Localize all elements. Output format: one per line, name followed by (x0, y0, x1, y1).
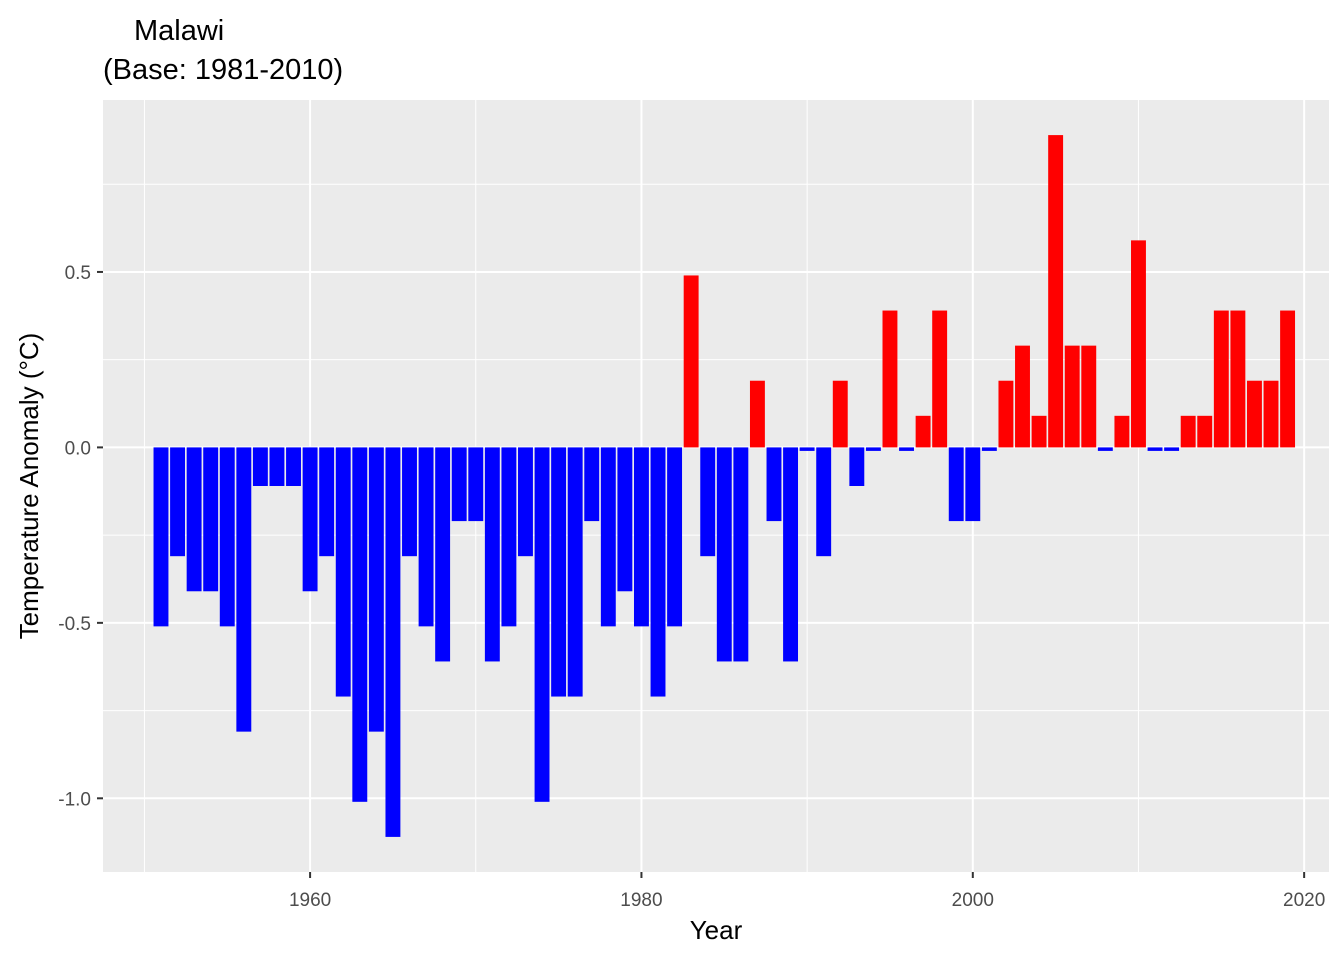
bar-2000 (965, 447, 981, 522)
bar-2011 (1147, 447, 1163, 451)
bar-2013 (1180, 415, 1196, 448)
bar-1991 (816, 447, 832, 557)
bar-2015 (1213, 310, 1229, 448)
bar-1988 (766, 447, 782, 522)
bar-1957 (252, 447, 268, 486)
bar-1995 (882, 310, 898, 448)
bar-1985 (716, 447, 732, 662)
bar-2018 (1263, 380, 1279, 448)
x-tick-label: 1960 (289, 890, 331, 911)
bar-1968 (435, 447, 451, 662)
bar-1982 (667, 447, 683, 627)
bar-1981 (650, 447, 666, 697)
bar-2010 (1131, 240, 1146, 448)
bar-1994 (865, 447, 881, 451)
bar-2005 (1048, 135, 1064, 448)
bar-1974 (534, 447, 550, 802)
bar-1983 (683, 275, 699, 448)
y-tick-label: -1.0 (58, 789, 91, 810)
bar-1961 (319, 447, 335, 557)
bar-1962 (335, 447, 351, 697)
bar-1963 (352, 447, 368, 802)
chart-title: Malawi (134, 15, 224, 47)
chart-subtitle: (Base: 1981-2010) (103, 54, 343, 86)
bar-1976 (567, 447, 583, 697)
bar-2004 (1031, 415, 1047, 448)
bar-2014 (1197, 415, 1213, 448)
bar-1951 (153, 447, 169, 627)
bars (153, 135, 1296, 837)
y-axis-title: Temperature Anomaly (°C) (14, 333, 44, 640)
x-axis: 1960 1980 2000 2020 (289, 872, 1325, 911)
bar-1979 (617, 447, 633, 592)
bar-1984 (700, 447, 716, 557)
bar-1955 (219, 447, 235, 627)
x-axis-title: Year (690, 915, 743, 945)
x-tick-label: 1980 (620, 890, 662, 911)
bar-1999 (948, 447, 964, 522)
bar-1972 (501, 447, 517, 627)
y-axis: -1.0 -0.5 0.0 0.5 (58, 263, 103, 810)
bar-1997 (915, 415, 931, 448)
bar-1952 (170, 447, 186, 557)
x-tick-label: 2020 (1283, 890, 1325, 911)
bar-1989 (783, 447, 799, 662)
bar-2003 (1015, 345, 1030, 448)
bar-2016 (1230, 310, 1246, 448)
bar-1973 (518, 447, 533, 557)
bar-2009 (1114, 415, 1130, 448)
bar-1966 (402, 447, 417, 557)
bar-1960 (302, 447, 318, 592)
bar-2002 (998, 380, 1014, 448)
bar-1992 (832, 380, 848, 448)
bar-1998 (932, 310, 948, 448)
bar-1975 (551, 447, 567, 697)
bar-2006 (1064, 345, 1080, 448)
bar-2012 (1164, 447, 1180, 451)
y-tick-label: 0.5 (65, 263, 91, 284)
bar-1965 (385, 447, 401, 837)
bar-1970 (468, 447, 484, 522)
bar-1964 (368, 447, 384, 732)
bar-1996 (899, 447, 914, 451)
bar-1980 (633, 447, 649, 627)
bar-1971 (484, 447, 500, 662)
bar-1954 (203, 447, 219, 592)
bar-1959 (286, 447, 301, 486)
bar-1953 (186, 447, 202, 592)
bar-1958 (269, 447, 285, 486)
bar-1987 (749, 380, 765, 448)
bar-1956 (236, 447, 252, 732)
bar-1969 (451, 447, 467, 522)
bar-2019 (1280, 310, 1296, 448)
bar-2008 (1097, 447, 1113, 451)
bar-1978 (600, 447, 616, 627)
y-tick-label: -0.5 (58, 614, 91, 635)
bar-1986 (733, 447, 749, 662)
bar-1977 (584, 447, 600, 522)
y-tick-label: 0.0 (65, 438, 91, 459)
bar-2007 (1081, 345, 1097, 448)
bar-1990 (799, 447, 815, 451)
bar-1967 (418, 447, 434, 627)
bar-2001 (981, 447, 997, 451)
bar-2017 (1246, 380, 1262, 448)
x-tick-label: 2000 (952, 890, 994, 911)
bar-1993 (849, 447, 865, 486)
